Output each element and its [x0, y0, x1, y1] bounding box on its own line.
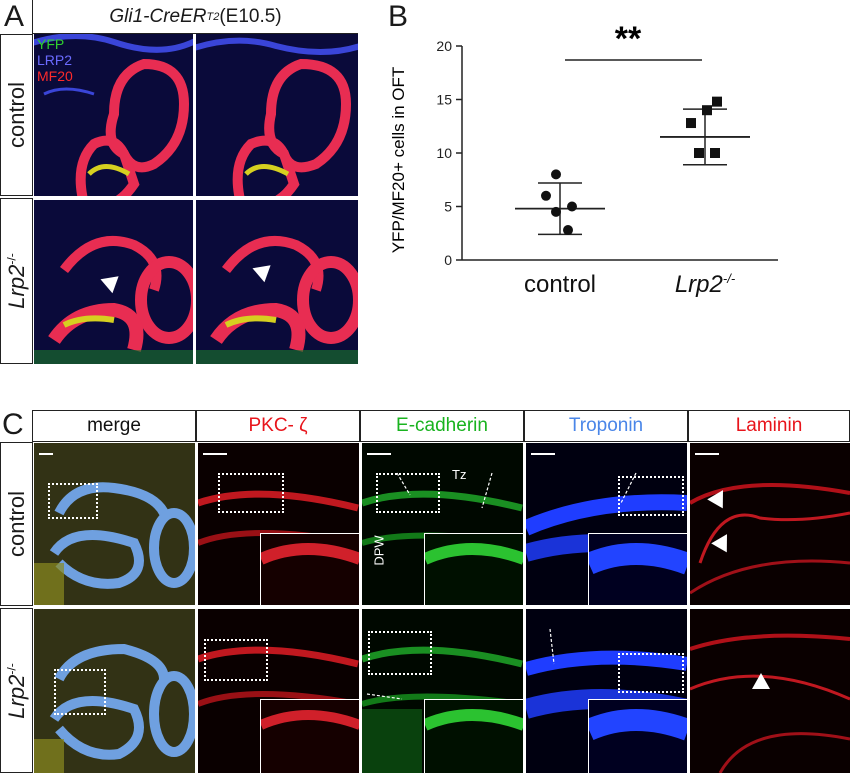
- y-tick-label: 20: [436, 38, 452, 54]
- arrowhead-icon: [752, 673, 770, 689]
- dpw-label: DPW: [371, 535, 387, 566]
- col-header-pkc: PKC- ζ: [196, 410, 360, 442]
- gene-name: Gli1-CreER: [109, 5, 207, 27]
- panel-a-control-image-2: [196, 34, 358, 196]
- data-point: [694, 148, 704, 158]
- data-point: [541, 190, 551, 201]
- col-header-troponin: Troponin: [524, 410, 688, 442]
- panel-a-header: Gli1-CreER T2 (E10.5): [32, 0, 358, 34]
- scale-bar: [695, 453, 719, 455]
- legend-mf20: MF20: [37, 68, 73, 84]
- row-label-mutant-text: Lrp2-/-: [3, 253, 29, 309]
- col-header-ecadherin: E-cadherin: [360, 410, 524, 442]
- scale-bar: [203, 453, 227, 455]
- x-tick-label: Lrp2-/-: [675, 271, 736, 298]
- zoom-box: [618, 476, 684, 516]
- c-mutant-laminin: [690, 609, 850, 773]
- significance-label: **: [615, 20, 642, 58]
- data-point: [567, 201, 577, 212]
- inset-zoom: [260, 699, 359, 773]
- x-tick-label: control: [524, 271, 596, 298]
- panel-a-control-image-1: YFP LRP2 MF20: [34, 34, 193, 196]
- panel-a-mutant-image-2: [196, 200, 358, 364]
- panel-a-mutant-image-1: [34, 200, 193, 364]
- data-point: [551, 169, 561, 180]
- c-mutant-merge: [34, 609, 195, 773]
- panel-a-row-label-mutant: Lrp2-/-: [0, 198, 33, 364]
- c-control-merge: [34, 443, 195, 605]
- row-label-mutant-text: Lrp2-/-: [3, 662, 29, 719]
- scale-bar: [39, 453, 53, 455]
- inset-zoom: [260, 533, 359, 605]
- c-mutant-pkc: [198, 609, 359, 773]
- data-point: [710, 148, 720, 158]
- panel-b-letter: B: [388, 0, 409, 33]
- legend-lrp2: LRP2: [37, 52, 73, 68]
- inset-zoom: [424, 533, 523, 605]
- data-point: [563, 225, 573, 236]
- y-axis-label: YFP/MF20+ cells in OFT: [389, 67, 408, 254]
- c-control-troponin: [526, 443, 687, 605]
- zoom-box: [218, 473, 284, 513]
- zoom-box: [48, 483, 98, 519]
- inset-zoom: [588, 699, 687, 773]
- y-tick-label: 0: [444, 252, 452, 268]
- c-control-pkc: [198, 443, 359, 605]
- zoom-box: [618, 653, 684, 693]
- zoom-box: [204, 639, 268, 681]
- tz-label: Tz: [452, 467, 467, 482]
- panel-b-chart: YFP/MF20+ cells in OFT 0 5 10 15 20 control Lr…: [389, 20, 778, 298]
- legend-yfp: YFP: [37, 36, 65, 52]
- data-point: [551, 206, 561, 217]
- scale-bar: [531, 453, 555, 455]
- scale-bar: [367, 453, 391, 455]
- col-header-laminin: Laminin: [688, 410, 850, 442]
- panel-c-letter: C: [2, 408, 24, 441]
- c-mutant-troponin: [526, 609, 687, 773]
- col-header-merge: merge: [32, 410, 196, 442]
- c-mutant-ecadherin: [362, 609, 523, 773]
- data-point: [702, 105, 712, 116]
- zoom-box: [376, 473, 440, 513]
- panel-a-row-label-control: control: [0, 34, 33, 196]
- zoom-box: [368, 631, 432, 675]
- panel-c-row-label-mutant: Lrp2-/-: [0, 608, 33, 773]
- c-control-laminin: [690, 443, 850, 605]
- panel-c-row-label-control: control: [0, 442, 33, 606]
- data-point: [686, 118, 696, 129]
- y-tick-label: 15: [436, 92, 452, 108]
- inset-zoom: [424, 699, 523, 773]
- row-label-control-text: control: [3, 490, 29, 558]
- inset-zoom: [588, 533, 687, 605]
- stage-label: (E10.5): [219, 5, 282, 27]
- row-label-control-text: control: [3, 81, 29, 149]
- y-tick-label: 10: [436, 145, 452, 161]
- c-control-ecadherin: Tz DPW: [362, 443, 523, 605]
- data-point: [712, 96, 722, 107]
- y-tick-label: 5: [444, 199, 452, 215]
- gene-superscript: T2: [206, 10, 220, 23]
- panel-a-letter: A: [4, 0, 25, 33]
- zoom-box: [54, 669, 106, 715]
